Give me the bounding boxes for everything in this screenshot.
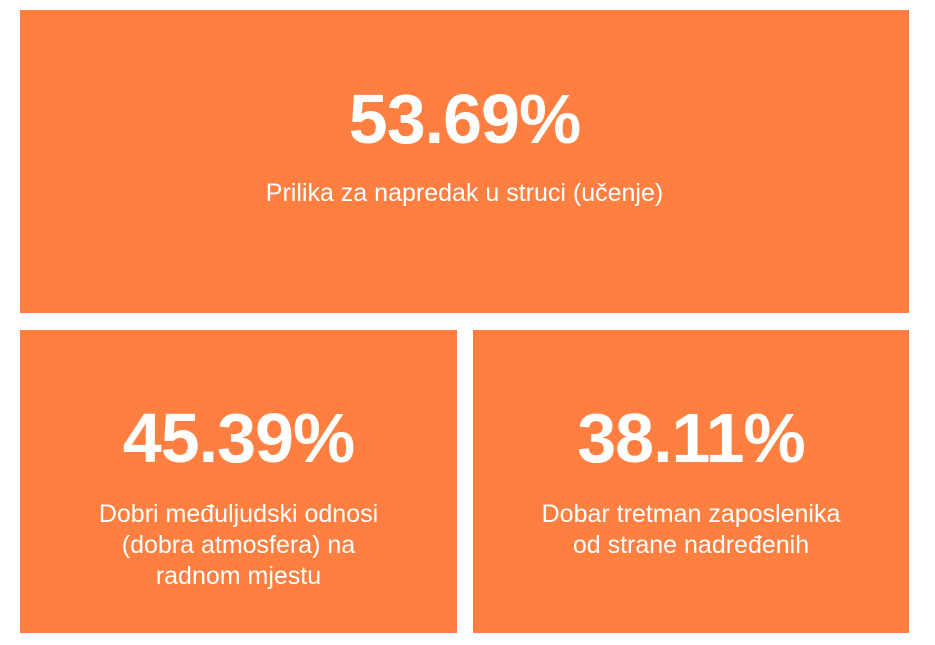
stat-label: Prilika za napredak u struci (učenje) xyxy=(265,179,664,207)
stat-label: Dobri međuljudski odnosi (dobra atmosfer… xyxy=(98,500,379,590)
stat-tile-career-growth: 53.69% Prilika za napredak u struci (uče… xyxy=(20,10,909,313)
stat-tile-treatment: 38.11% Dobar tretman zaposlenika od stra… xyxy=(473,330,909,633)
stat-value: 38.11% xyxy=(577,399,806,477)
stat-value: 53.69% xyxy=(348,80,581,158)
stat-tile-relationships: 45.39% Dobri međuljudski odnosi (dobra a… xyxy=(20,330,457,633)
stat-label: Dobar tretman zaposlenika od strane nadr… xyxy=(541,500,841,559)
stat-value: 45.39% xyxy=(122,399,355,477)
